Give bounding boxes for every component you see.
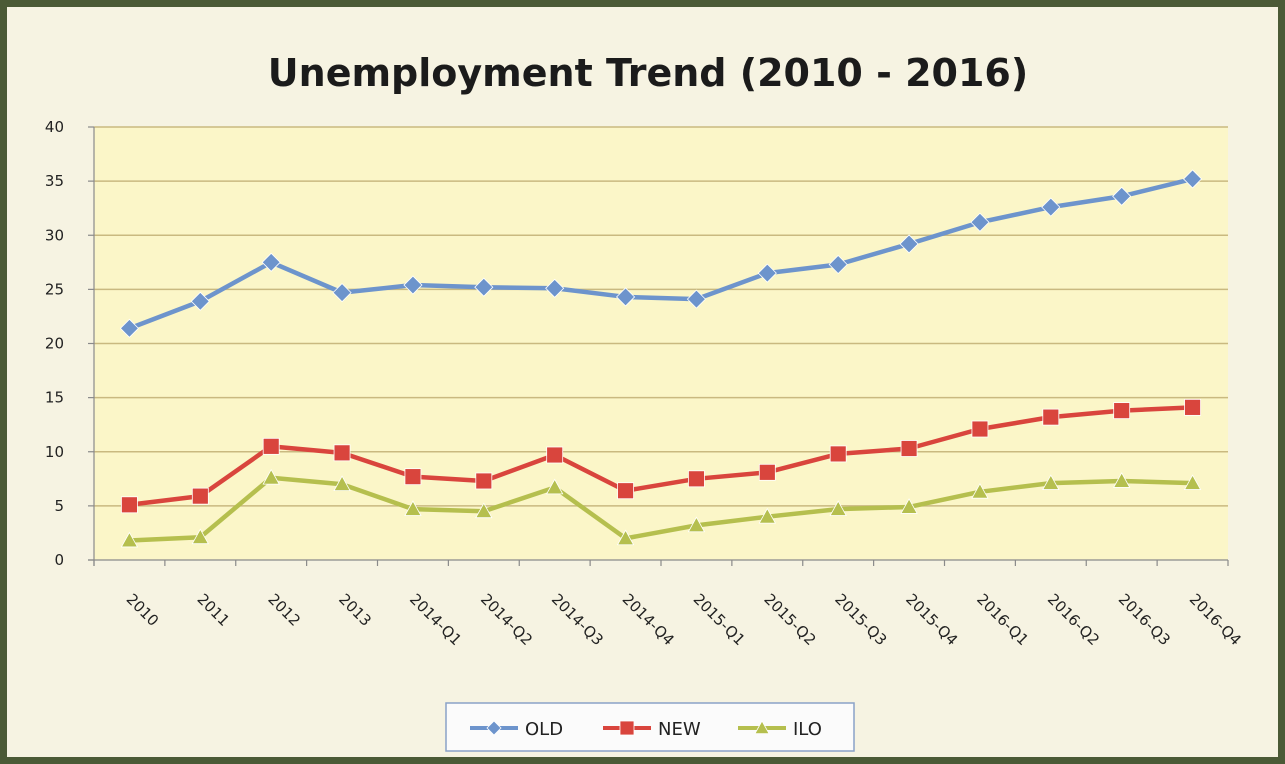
data-point xyxy=(119,318,140,338)
data-point xyxy=(1041,197,1061,217)
y-tick-label: 15 xyxy=(45,389,64,407)
series-old xyxy=(119,169,1203,338)
y-tick-label: 40 xyxy=(45,118,64,136)
data-point xyxy=(1042,408,1060,426)
x-tick-label: 2015-Q4 xyxy=(902,590,961,649)
x-tick-label: 2015-Q2 xyxy=(760,590,819,649)
data-point xyxy=(262,468,280,485)
data-point xyxy=(474,277,494,297)
legend-label: NEW xyxy=(658,719,701,740)
data-point xyxy=(758,507,776,524)
series-line xyxy=(128,176,1194,331)
data-point xyxy=(261,252,281,272)
data-point xyxy=(486,720,502,736)
x-tick-label: 2016-Q2 xyxy=(1044,590,1103,649)
x-tick-label: 2016-Q3 xyxy=(1115,590,1174,649)
data-point xyxy=(1113,472,1131,488)
data-point xyxy=(262,437,280,455)
data-point xyxy=(403,275,423,295)
x-tick-label: 2014-Q2 xyxy=(477,590,536,649)
gridlines xyxy=(94,126,1228,507)
data-point xyxy=(757,263,777,283)
data-point xyxy=(688,470,705,488)
data-point xyxy=(333,475,351,492)
data-point xyxy=(1184,398,1201,416)
legend-item-new: NEW xyxy=(603,719,701,740)
data-point xyxy=(121,496,138,514)
x-tick-label: 2015-Q1 xyxy=(690,590,749,649)
data-point xyxy=(1112,186,1132,206)
x-tick-label: 2014-Q3 xyxy=(548,590,607,649)
y-tick-label: 25 xyxy=(45,280,64,298)
data-point xyxy=(970,212,990,232)
x-tick-label: 2012 xyxy=(264,590,304,630)
data-point xyxy=(1182,169,1203,189)
data-point xyxy=(829,500,847,516)
data-point xyxy=(900,440,918,457)
data-point xyxy=(758,463,776,481)
legend: OLD NEW ILO xyxy=(445,702,855,752)
data-point xyxy=(1113,402,1131,420)
data-point xyxy=(191,487,209,505)
legend-item-old: OLD xyxy=(470,719,563,740)
data-point xyxy=(899,234,919,254)
x-tick-label: 2016-Q4 xyxy=(1186,590,1245,649)
data-point xyxy=(828,254,848,275)
series-line xyxy=(129,405,1193,508)
x-tick-label: 2013 xyxy=(335,590,375,630)
x-tick-label: 2011 xyxy=(193,590,233,630)
data-point xyxy=(1042,474,1060,490)
data-point xyxy=(191,528,209,545)
series-line xyxy=(129,475,1193,543)
data-point xyxy=(546,446,564,464)
series-new xyxy=(121,398,1201,514)
data-point xyxy=(475,502,493,519)
x-tick-label: 2010 xyxy=(123,590,163,630)
data-point xyxy=(971,420,989,438)
chart-title: Unemployment Trend (2010 - 2016) xyxy=(268,51,1028,95)
data-point xyxy=(686,289,707,309)
data-point xyxy=(332,283,352,303)
data-point xyxy=(616,529,635,546)
x-tick-label: 2014-Q4 xyxy=(619,590,678,649)
y-tick-label: 5 xyxy=(54,497,64,515)
data-point xyxy=(687,516,706,533)
data-point xyxy=(404,500,422,516)
y-tick-label: 10 xyxy=(45,443,64,461)
legend-item-ilo: ILO xyxy=(738,719,822,740)
data-point xyxy=(900,498,918,514)
data-point xyxy=(615,287,636,307)
y-tick-label: 35 xyxy=(45,172,64,190)
data-point xyxy=(190,291,210,311)
x-tick-label: 2014-Q1 xyxy=(406,590,465,649)
x-tick-label: 2016-Q1 xyxy=(973,590,1032,649)
data-point xyxy=(754,720,770,734)
data-point xyxy=(333,444,351,462)
data-point xyxy=(829,445,847,463)
y-tick-label: 30 xyxy=(45,226,64,244)
y-tick-label: 0 xyxy=(54,551,64,569)
series-ilo xyxy=(120,468,1202,548)
data-point xyxy=(617,482,634,500)
data-point xyxy=(475,472,493,490)
legend-label: OLD xyxy=(525,719,563,740)
data-point xyxy=(545,278,565,298)
legend-label: ILO xyxy=(793,719,822,740)
series-layer xyxy=(119,169,1203,548)
y-tick-label: 20 xyxy=(45,335,64,353)
data-point xyxy=(546,478,564,495)
data-point xyxy=(404,468,422,486)
data-point xyxy=(971,482,989,499)
data-point xyxy=(120,531,139,548)
data-point xyxy=(619,720,635,736)
data-point xyxy=(1183,474,1202,490)
x-tick-label: 2015-Q3 xyxy=(831,590,890,649)
